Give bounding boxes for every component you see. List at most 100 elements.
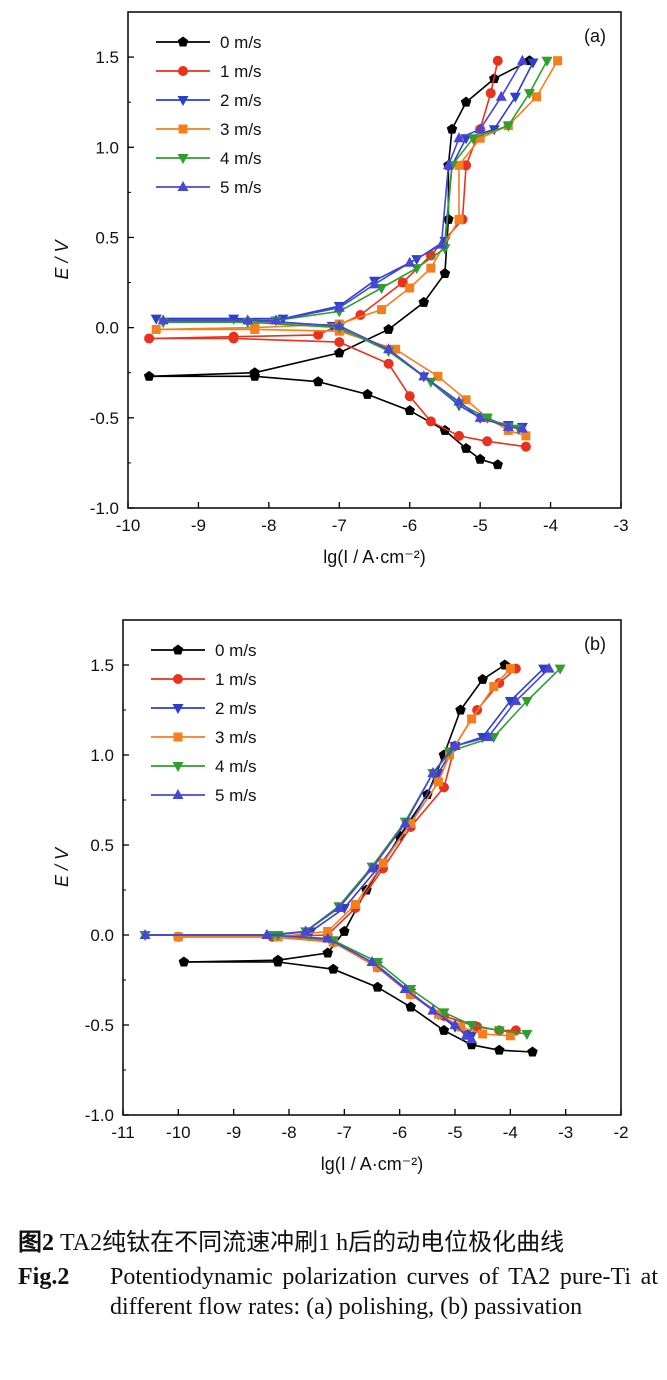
data-point xyxy=(543,662,555,673)
data-point xyxy=(449,1019,461,1029)
x-tick-label: -4 xyxy=(543,516,558,535)
data-point xyxy=(453,395,465,406)
legend-marker xyxy=(173,732,183,742)
data-point xyxy=(454,214,464,224)
data-point xyxy=(427,1004,439,1015)
data-point xyxy=(250,323,260,333)
x-tick-label: -6 xyxy=(392,1123,407,1142)
legend: 0 m/s 1 m/s 2 m/s 3 m/s 4 m/s 5 m/s xyxy=(156,33,262,197)
y-tick-label: 1.0 xyxy=(95,138,119,157)
data-point xyxy=(505,1031,515,1041)
data-point xyxy=(493,1026,505,1037)
anodic-branch-line xyxy=(145,668,561,936)
legend: 0 m/s 1 m/s 2 m/s 3 m/s 4 m/s 5 m/s xyxy=(151,641,257,805)
data-point xyxy=(383,323,394,334)
data-point xyxy=(474,123,486,134)
x-tick-label: -6 xyxy=(402,516,417,535)
data-point xyxy=(150,314,162,325)
x-tick-label: -7 xyxy=(337,1123,352,1142)
cathodic-branch-line xyxy=(145,934,473,1041)
y-tick-label: -0.5 xyxy=(85,1016,114,1035)
caption-cn-label: 图2 xyxy=(18,1230,54,1256)
data-point xyxy=(435,238,447,249)
data-point xyxy=(502,121,514,132)
y-tick-label: -1.0 xyxy=(90,499,119,518)
data-point xyxy=(391,344,401,354)
data-point xyxy=(527,58,539,69)
x-tick-label: -2 xyxy=(613,1123,628,1142)
data-point xyxy=(433,777,443,787)
data-point xyxy=(157,314,169,325)
data-point xyxy=(442,159,454,170)
x-tick-label: -3 xyxy=(613,516,628,535)
y-axis-label: E / V xyxy=(52,238,72,279)
data-point xyxy=(383,358,394,369)
legend-label: 0 m/s xyxy=(220,33,262,52)
plot-frame xyxy=(122,619,622,1116)
panel-b: -11 -10 -9 -8 -7 -6 -5 -4 -3 -2 -1.0 -0.5 0.0 0.5 1.0 1… xyxy=(52,619,629,1174)
y-tick-label: 1.0 xyxy=(90,746,114,765)
x-tick-label: -5 xyxy=(473,516,488,535)
data-point xyxy=(397,277,408,288)
data-point xyxy=(438,1024,450,1035)
data-point xyxy=(504,697,516,707)
data-point xyxy=(461,395,471,405)
x-tick-label: -9 xyxy=(191,516,206,535)
x-tick-label: -9 xyxy=(226,1123,241,1142)
data-point xyxy=(502,420,514,431)
data-point xyxy=(509,92,521,103)
data-point xyxy=(328,963,339,974)
x-tick-label: -8 xyxy=(281,1123,296,1142)
legend-label: 0 m/s xyxy=(215,641,257,660)
series-5-m-s xyxy=(139,662,555,1044)
data-point xyxy=(406,818,416,828)
y-tick-label: 0.5 xyxy=(95,228,119,247)
data-point xyxy=(521,1030,533,1040)
polarization-figure: -10 -9 -8 -7 -6 -5 -4 -3 -1.0 -0.5 0.0 0.5 1.0 1.5 lg(… xyxy=(52,11,629,1174)
legend-marker xyxy=(173,674,183,684)
series-2-m-s xyxy=(139,664,550,1042)
data-point xyxy=(456,1022,466,1032)
data-point xyxy=(366,862,378,873)
plot-frame xyxy=(127,11,622,509)
data-point xyxy=(404,256,416,267)
data-point xyxy=(460,442,472,453)
series-4-m-s xyxy=(139,664,566,1040)
legend-label: 1 m/s xyxy=(220,62,262,81)
data-point xyxy=(455,704,466,715)
data-point xyxy=(523,89,535,100)
y-axis-label: E / V xyxy=(52,846,72,887)
data-point xyxy=(333,902,345,912)
cathodic-branch-line xyxy=(145,934,472,1037)
x-tick-label: -3 xyxy=(558,1123,573,1142)
series-3-m-s xyxy=(151,56,563,441)
data-point xyxy=(478,1029,488,1039)
legend-marker xyxy=(178,66,188,76)
legend-label: 2 m/s xyxy=(215,699,257,718)
legend-marker xyxy=(172,704,184,714)
data-point xyxy=(443,213,454,224)
legend-marker xyxy=(172,644,184,655)
data-point xyxy=(433,371,443,381)
series-3-m-s xyxy=(173,664,515,1041)
data-point xyxy=(334,347,345,358)
data-point xyxy=(426,263,436,273)
data-point xyxy=(527,1046,538,1057)
data-point xyxy=(261,929,273,939)
data-point xyxy=(449,740,461,750)
data-point xyxy=(399,983,411,993)
data-point xyxy=(300,925,312,936)
data-point xyxy=(378,858,388,868)
data-point xyxy=(312,376,324,387)
data-point xyxy=(485,88,496,99)
data-point xyxy=(372,981,383,992)
data-point xyxy=(405,1001,416,1012)
legend-marker xyxy=(177,36,189,47)
data-point xyxy=(467,714,477,724)
legend-label: 5 m/s xyxy=(215,786,257,805)
anodic-branch-line xyxy=(156,60,559,331)
data-point xyxy=(482,731,494,741)
data-point xyxy=(425,416,436,427)
data-point xyxy=(477,673,488,684)
data-point xyxy=(323,926,333,936)
